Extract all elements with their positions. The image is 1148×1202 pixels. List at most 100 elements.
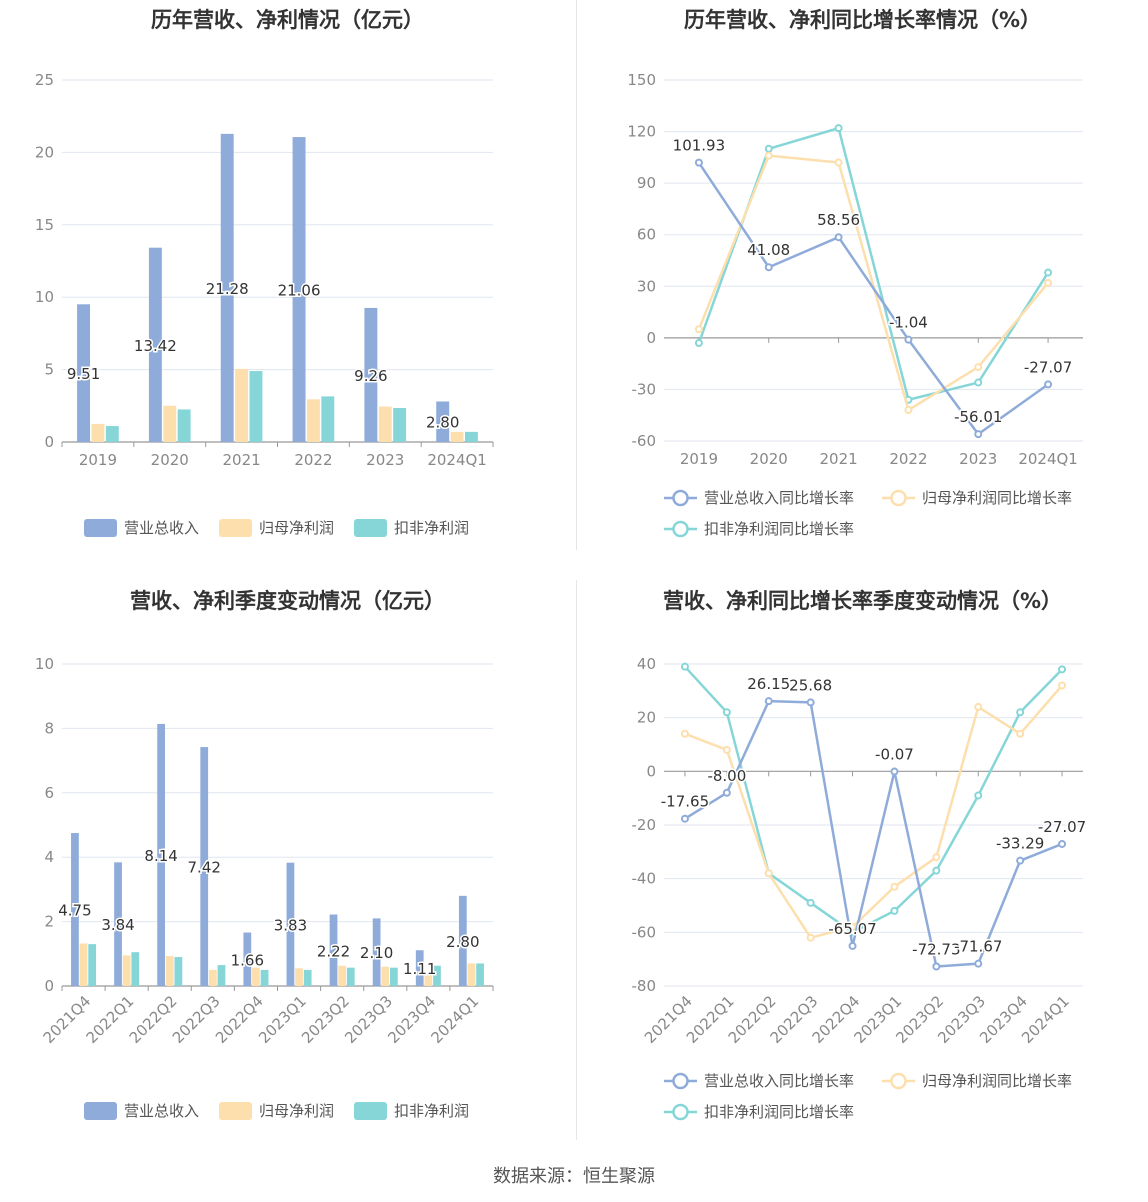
line-data-label: 101.93	[673, 137, 726, 155]
data-point	[806, 933, 815, 942]
legend-swatch	[84, 1102, 117, 1120]
x-tick-label: 2024Q1	[427, 992, 482, 1047]
bar-data-label: 7.42	[188, 859, 221, 877]
bar-deducted-profit	[249, 371, 263, 442]
data-point	[806, 698, 815, 707]
data-point	[974, 363, 983, 372]
bar-net-profit	[295, 968, 303, 986]
y-tick-label: 10	[35, 655, 54, 673]
bar-deducted-profit	[131, 952, 140, 986]
bar-net-profit	[91, 423, 105, 442]
bar-revenue	[436, 401, 450, 442]
data-point	[680, 814, 689, 823]
bar-data-label: 3.83	[274, 916, 307, 934]
legend-swatch	[219, 1102, 252, 1120]
bar-net-profit	[338, 965, 347, 986]
legend-label: 归母净利润	[259, 1102, 334, 1120]
data-point	[694, 339, 703, 348]
x-tick-label: 2023	[959, 450, 997, 468]
chart-title: 历年营收、净利情况（亿元）	[151, 8, 424, 32]
line-data-label: 41.08	[747, 241, 790, 259]
legend-marker	[672, 1072, 689, 1090]
annual-growth-panel: 历年营收、净利同比增长率情况（%） -60 -30 0 30 60 90 120 150 201…	[577, 0, 1148, 560]
y-tick-label: 0	[646, 762, 656, 780]
bar-net-profit	[378, 406, 392, 442]
legend-label: 扣非净利润同比增长率	[704, 1103, 854, 1121]
quarterly-growth-panel: 营收、净利同比增长率季度变动情况（%） -80 -60 -40 -20 0 20 40 202…	[577, 580, 1148, 1150]
data-point	[932, 853, 941, 862]
line-data-label: -0.07	[875, 746, 914, 764]
data-point	[904, 406, 913, 415]
bar-revenue	[286, 862, 295, 986]
quarterly-revenue-profit-panel: 营收、净利季度变动情况（亿元） 0 2 4 6 8 10 2021Q4 2022Q1 2022Q…	[0, 580, 575, 1150]
growth-line-net-profit	[684, 684, 1063, 939]
bar-deducted-profit	[217, 965, 226, 986]
bar-deducted-profit	[389, 967, 398, 986]
bar-revenue	[77, 304, 91, 442]
legend-label: 营业总收入同比增长率	[704, 1072, 854, 1090]
data-point	[722, 788, 731, 797]
bar-net-profit	[122, 955, 131, 986]
y-tick-label: 90	[637, 174, 656, 192]
x-tick-label: 2020	[151, 451, 189, 469]
bar-deducted-profit	[105, 426, 119, 442]
growth-line-revenue	[697, 161, 1049, 436]
bar-data-label: 2.10	[360, 944, 393, 962]
bar-data-label: 2.80	[426, 414, 459, 432]
data-point	[1058, 665, 1067, 674]
data-point	[1016, 856, 1025, 865]
bar-data-label: 1.66	[231, 951, 264, 969]
bar-revenue	[329, 914, 338, 986]
y-tick-label: 8	[44, 719, 54, 737]
legend-marker	[890, 489, 907, 507]
y-tick-label: 10	[35, 288, 54, 306]
bar-revenue	[364, 307, 378, 442]
y-tick-label: 120	[627, 123, 656, 141]
bar-net-profit	[163, 405, 177, 442]
growth-line-deducted-profit	[697, 126, 1050, 401]
data-point	[694, 158, 703, 167]
bar-deducted-profit	[476, 963, 484, 986]
bar-deducted-profit	[174, 957, 183, 986]
bar-deducted-profit	[346, 967, 355, 986]
bar-revenue	[458, 895, 467, 986]
bar-data-label: 3.84	[101, 916, 134, 934]
legend-label: 归母净利润	[259, 519, 334, 537]
data-point	[974, 702, 983, 711]
y-tick-label: 0	[44, 433, 54, 451]
annual-bar-chart: 0 5 10 15 20 25 2019 2020 2021 2022 2023 2024Q1 9.51…	[35, 71, 494, 537]
data-point	[848, 941, 857, 950]
bar-revenue	[71, 833, 79, 986]
divider	[576, 580, 577, 1140]
legend-marker	[672, 1103, 689, 1121]
data-point	[764, 869, 773, 878]
bar-net-profit	[79, 943, 88, 986]
data-point	[680, 662, 689, 671]
growth-line-revenue	[684, 699, 1063, 968]
bar-data-label: 21.28	[206, 280, 249, 298]
bar-revenue	[292, 137, 306, 442]
data-point	[974, 791, 983, 800]
data-point	[974, 378, 983, 387]
data-point	[890, 882, 899, 891]
data-point	[764, 263, 773, 272]
data-point	[834, 158, 843, 167]
data-point	[974, 959, 983, 968]
chart-title: 营收、净利同比增长率季度变动情况（%）	[662, 589, 1063, 613]
data-point	[764, 151, 773, 160]
bar-deducted-profit	[464, 431, 478, 442]
y-tick-label: 30	[637, 277, 656, 295]
line-data-label: -72.73	[912, 940, 960, 958]
bar-revenue	[114, 862, 122, 986]
bar-net-profit	[252, 967, 260, 986]
legend-label: 扣非净利润	[394, 519, 469, 537]
line-data-label: 26.15	[747, 675, 790, 693]
data-point	[806, 898, 815, 907]
data-point	[1044, 278, 1053, 287]
divider	[576, 0, 577, 550]
legend-swatch	[219, 519, 252, 537]
y-tick-label: 6	[44, 784, 54, 802]
y-tick-label: 60	[637, 226, 656, 244]
data-point	[764, 144, 773, 153]
y-tick-label: 0	[646, 329, 656, 347]
